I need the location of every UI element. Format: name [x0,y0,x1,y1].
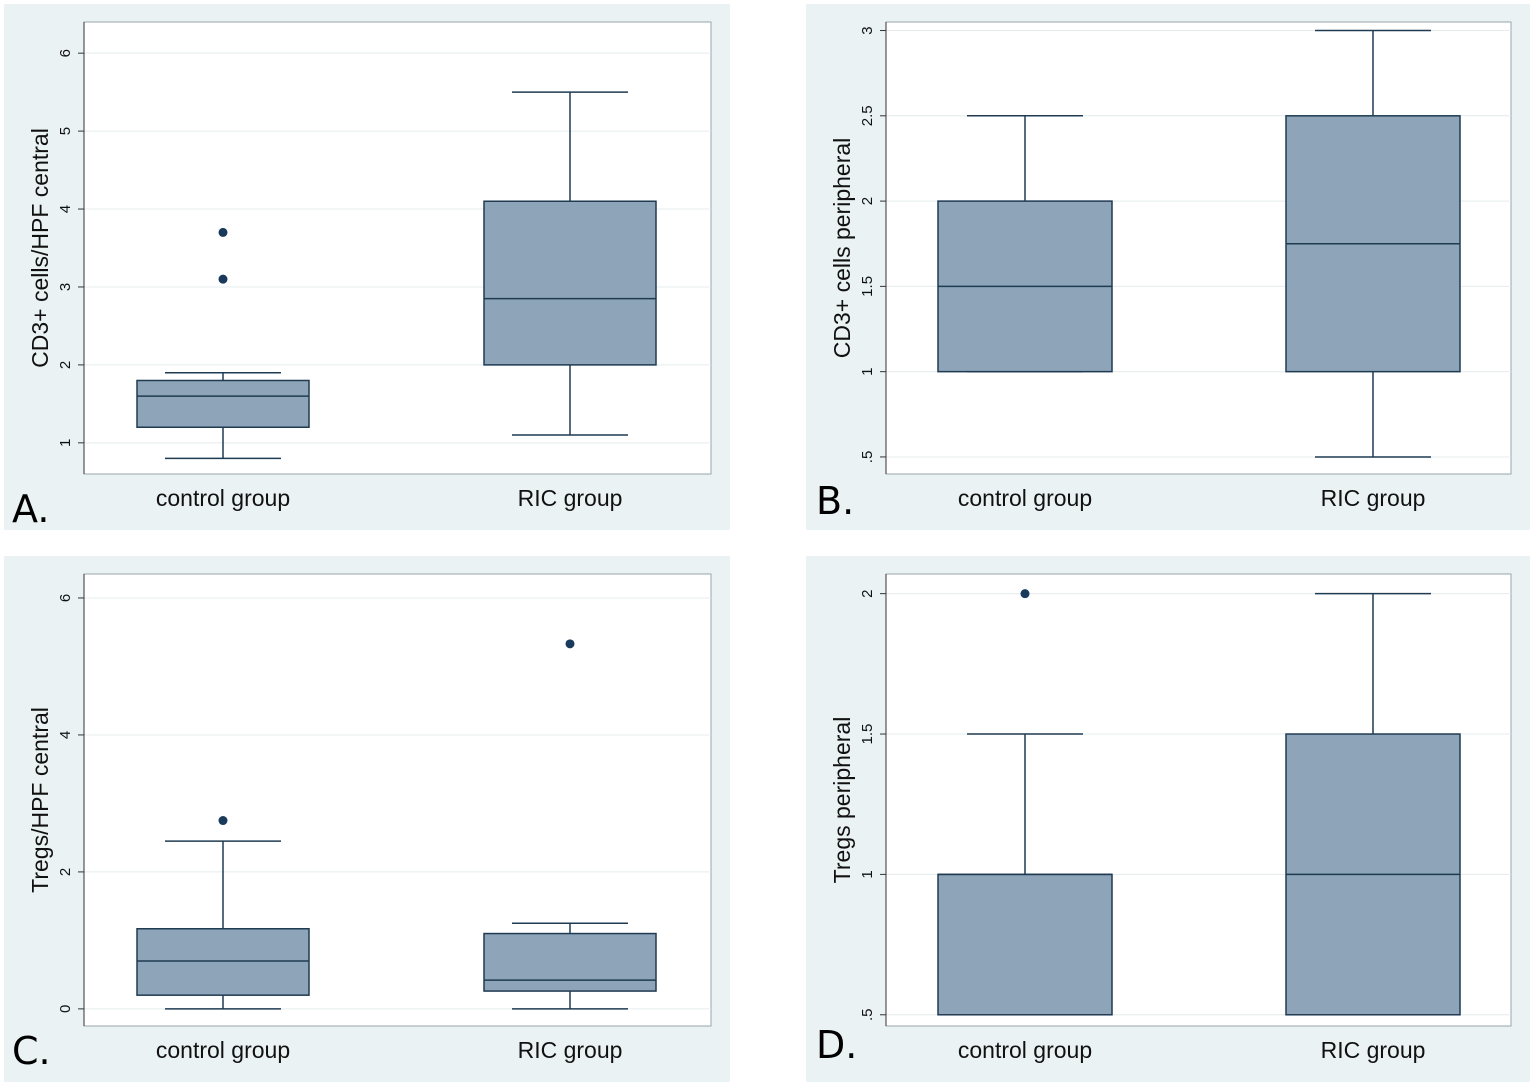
x-category-label: RIC group [518,1037,623,1063]
y-axis-label: CD3+ cells/HPF central [27,128,53,368]
panel-label: D. [816,1023,858,1067]
chart-panel-d: .5 1 1.5 2 Tregs peripheral control group RIC … [806,556,1530,1082]
y-tick-label: .5 [859,1009,876,1022]
x-category-label: control group [156,485,290,511]
y-tick-label: 1.5 [859,276,876,297]
box-plot-c: 0 2 4 6 Tregs/HPF central control group RIC gr… [27,573,712,1063]
outlier-point [218,274,228,284]
y-tick-label: 1.5 [859,724,876,745]
y-tick-label: 2.5 [859,105,876,126]
y-tick-label: 2 [859,197,876,205]
x-category-label: control group [958,1037,1092,1063]
box [483,932,657,992]
y-tick-label: 3 [859,26,876,34]
chart-panel-b: .5 1 1.5 2 2.5 3 CD3+ cells peripheral control … [806,4,1530,530]
y-tick-label: .5 [859,451,876,464]
box-plot-d: .5 1 1.5 2 Tregs peripheral control group RIC … [829,573,1512,1063]
x-category-label: RIC group [1321,485,1426,511]
y-tick-label: 6 [57,594,74,602]
y-tick-label: 1 [859,870,876,878]
outlier-point [565,639,575,649]
box [136,928,310,996]
chart-panel-c: 0 2 4 6 Tregs/HPF central control group RIC gr… [4,556,730,1082]
x-category-label: control group [156,1037,290,1063]
y-tick-label: 2 [57,868,74,876]
panel-label: A. [12,487,50,531]
y-tick-label: 2 [859,589,876,597]
panel-label: C. [12,1029,51,1073]
x-category-label: RIC group [518,485,623,511]
panel-label: B. [816,479,855,523]
y-tick-label: 6 [57,49,74,57]
y-tick-label: 3 [57,283,74,291]
y-axis-label: Tregs peripheral [829,717,855,884]
y-tick-label: 4 [57,205,74,213]
y-tick-label: 2 [57,361,74,369]
y-tick-label: 0 [57,1005,74,1013]
box-plot-b: .5 1 1.5 2 2.5 3 CD3+ cells peripheral control … [829,21,1512,511]
y-tick-label: 1 [859,367,876,375]
box [937,873,1113,1016]
x-category-label: RIC group [1321,1037,1426,1063]
y-axis-label: Tregs/HPF central [27,707,53,893]
box [483,200,657,366]
outlier-point [218,816,228,826]
y-axis-label: CD3+ cells peripheral [829,138,855,359]
outlier-point [1020,589,1030,599]
y-tick-label: 4 [57,731,74,739]
outlier-point [218,227,228,237]
chart-panel-a: 1 2 3 4 5 6 CD3+ cells/HPF central control grou… [4,4,730,530]
box [136,379,310,428]
x-category-label: control group [958,485,1092,511]
box-plot-a: 1 2 3 4 5 6 CD3+ cells/HPF central control grou… [27,21,712,511]
y-tick-label: 1 [57,439,74,447]
y-tick-label: 5 [57,127,74,135]
